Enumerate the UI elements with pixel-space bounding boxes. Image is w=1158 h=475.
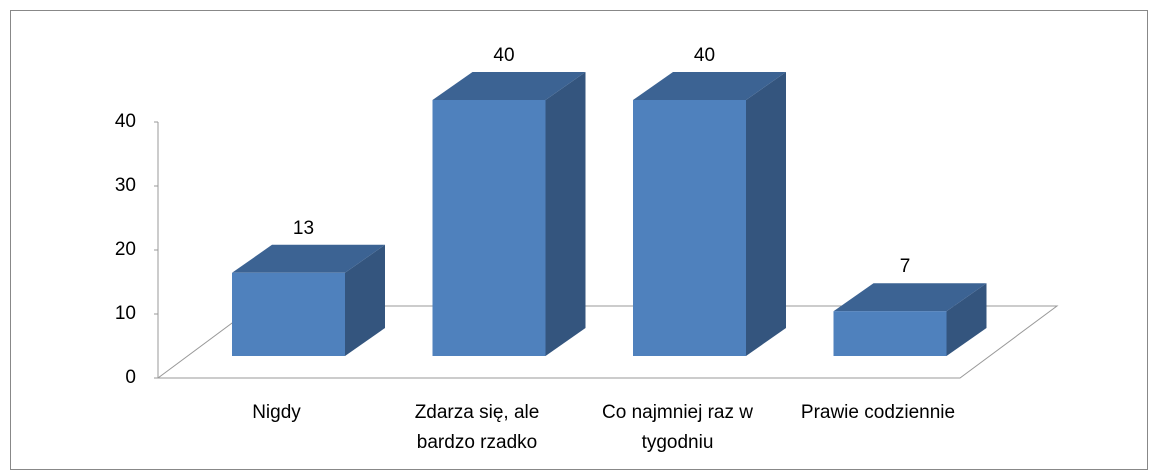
bar-top: [633, 72, 786, 100]
x-tick-label: Nigdy: [252, 402, 301, 423]
bar-top: [432, 72, 586, 100]
x-tick-label: Co najmniej raz w tygodniu: [602, 402, 753, 453]
value-label: 7: [900, 256, 911, 277]
value-label: 13: [293, 218, 314, 239]
y-tick-label: 20: [115, 239, 136, 260]
bar: [833, 311, 947, 356]
bar-top: [232, 244, 385, 273]
y-tick-label: 0: [125, 367, 136, 388]
value-label: 40: [694, 45, 715, 66]
bar-side: [946, 283, 987, 356]
x-tick-label: Zdarza się, ale bardzo rzadko: [414, 402, 540, 453]
bar: [232, 272, 345, 356]
x-tick-label: Prawie codziennie: [800, 402, 956, 423]
bar-side: [746, 72, 786, 356]
floor: [156, 305, 1059, 379]
bar-side: [345, 244, 385, 356]
bar: [432, 100, 546, 356]
y-tick-label: 10: [115, 303, 136, 324]
bar-top: [833, 283, 987, 312]
value-label: 40: [493, 45, 514, 66]
y-tick-label: 30: [115, 175, 136, 196]
y-tick-label: 40: [115, 111, 136, 132]
bar: [633, 100, 746, 356]
bar-side: [545, 72, 586, 356]
